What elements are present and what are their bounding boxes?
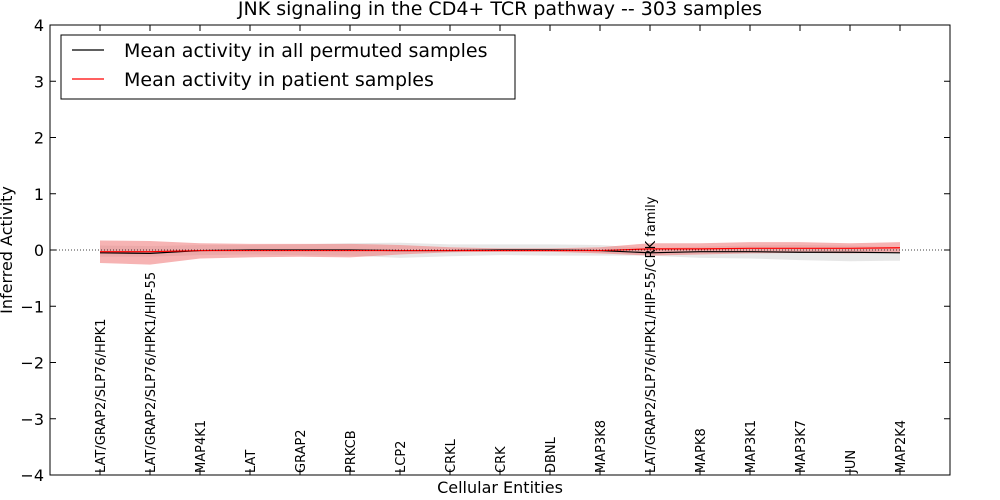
entity-label: MAP3K7 — [794, 420, 809, 473]
entity-label: MAP2K4 — [894, 420, 909, 473]
entity-labels: LAT/GRAP2/SLP76/HPK1 LAT/GRAP2/SLP76/HPK1… — [94, 25, 909, 475]
entity-label: PRKCB — [344, 430, 359, 473]
plot-frame — [49, 24, 951, 476]
y-axis-ticks: −4 −3 −2 −1 0 1 2 3 4 — [20, 16, 950, 485]
legend: Mean activity in all permuted samples Me… — [60, 34, 516, 100]
entity-label: MAP3K8 — [594, 420, 609, 473]
legend-entry-permuted: Mean activity in all permuted samples — [124, 40, 487, 62]
entity-label: LCP2 — [394, 441, 409, 473]
line-patient — [100, 247, 901, 253]
legend-box — [60, 34, 516, 100]
y-tick-label: 1 — [34, 185, 44, 204]
entity-label: CRKL — [444, 438, 459, 473]
entity-label: CRK — [494, 446, 509, 473]
y-tick-label: −2 — [20, 354, 44, 373]
y-tick-label: −3 — [20, 410, 44, 429]
entity-label: DBNL — [544, 436, 559, 473]
x-axis-label: Cellular Entities — [437, 478, 563, 497]
entity-label: LAT/GRAP2/SLP76/HPK1 — [94, 319, 109, 473]
y-tick-label: −4 — [20, 466, 44, 485]
entity-label: LAT/GRAP2/SLP76/HPK1/HIP-55/CRK family — [644, 196, 659, 473]
entity-label: MAP3K1 — [744, 420, 759, 473]
y-tick-label: 0 — [34, 241, 44, 260]
y-tick-label: 4 — [34, 16, 44, 35]
band-patient — [100, 240, 900, 265]
y-tick-label: 3 — [34, 72, 44, 91]
y-tick-label: 2 — [34, 129, 44, 148]
entity-label: MAP4K1 — [194, 420, 209, 473]
y-axis-label: Inferred Activity — [0, 186, 16, 314]
entity-label: LAT/GRAP2/SLP76/HPK1/HIP-55 — [144, 272, 159, 473]
confidence-bands — [100, 240, 900, 265]
legend-entry-patient: Mean activity in patient samples — [124, 69, 434, 91]
entity-label: MAPK8 — [694, 428, 709, 473]
entity-label: JUN — [844, 450, 859, 474]
chart-title: JNK signaling in the CD4+ TCR pathway --… — [237, 0, 762, 20]
entity-label: LAT — [244, 450, 259, 473]
entity-label: GRAP2 — [294, 429, 309, 473]
y-tick-label: −1 — [20, 297, 44, 316]
